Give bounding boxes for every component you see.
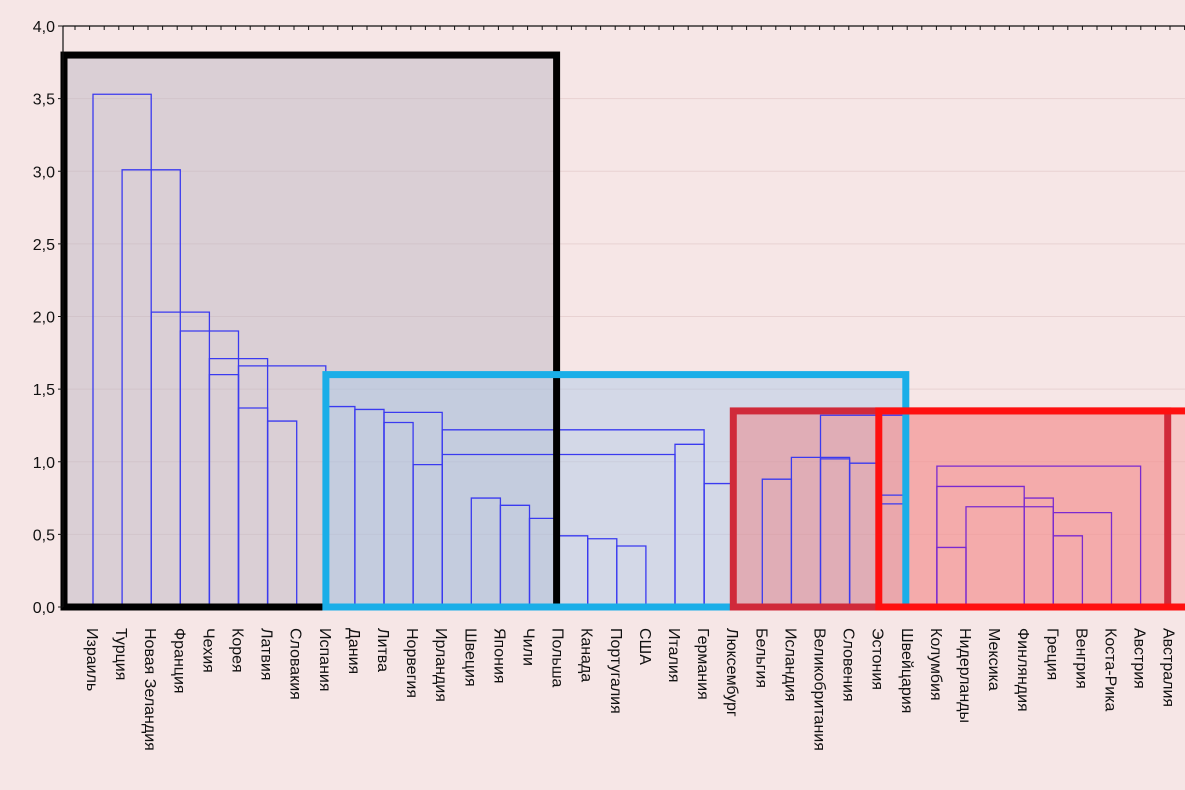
y-tick-labels: 0,0 0,5 1,0 1,5 2,0 2,5 3,0 3,5 4,0	[33, 19, 55, 617]
leaf-label: Эстония	[869, 628, 886, 690]
leaf-label: США	[636, 628, 653, 665]
y-tick-label: 3,0	[33, 164, 55, 181]
leaf-label: Новая Зеландия	[141, 628, 158, 751]
leaf-label: Австралия	[1160, 628, 1177, 707]
leaf-label: Исландия	[781, 628, 798, 702]
leaf-label: Австрия	[1131, 628, 1148, 689]
leaf-label: Венгрия	[1072, 628, 1089, 689]
leaf-label: Норвегия	[403, 628, 420, 698]
leaf-labels: Израиль Турция Новая Зеландия Франция Чехия К…	[83, 628, 1177, 751]
leaf-label: Латвия	[258, 628, 275, 680]
leaf-label: Бельгия	[752, 628, 769, 688]
y-tick-label: 0,5	[33, 527, 55, 544]
leaf-label: Греция	[1043, 628, 1060, 680]
y-tick-label: 4,0	[33, 19, 55, 36]
cluster-box-fill	[878, 410, 1185, 607]
leaf-label: Ирландия	[432, 628, 449, 702]
leaf-label: Дания	[345, 628, 362, 674]
y-tick-label: 3,5	[33, 92, 55, 109]
axis-group	[58, 25, 1185, 608]
leaf-label: Польша	[549, 628, 566, 688]
leaf-label: Португалия	[607, 628, 624, 714]
leaf-label: Словения	[840, 628, 857, 702]
leaf-label: Швейцария	[898, 628, 915, 713]
leaf-label: Чили	[520, 628, 537, 666]
cluster-box-borders	[60, 51, 1185, 611]
leaf-label: Люксембург	[723, 628, 740, 717]
leaf-label: Швеция	[461, 628, 478, 687]
leaf-label: Корея	[229, 628, 246, 673]
leaf-label: Испания	[316, 628, 333, 692]
leaf-label: Франция	[170, 628, 187, 694]
grid-lines	[63, 25, 1185, 535]
dendrogram-link	[936, 465, 1142, 607]
leaf-label: Чехия	[199, 628, 216, 673]
leaf-label: Япония	[490, 628, 507, 684]
cluster-box-border	[322, 371, 910, 611]
leaf-label: Мексика	[985, 628, 1002, 691]
y-tick-label: 1,0	[33, 455, 55, 472]
y-tick-label: 2,0	[33, 310, 55, 327]
leaf-label: Италия	[665, 628, 682, 682]
leaf-label: Словакия	[287, 628, 304, 700]
leaf-label: Канада	[578, 628, 595, 682]
dendrogram-link	[92, 93, 152, 607]
leaf-label: Колумбия	[927, 628, 944, 701]
leaf-label: Турция	[112, 628, 129, 680]
cluster-box-border	[875, 407, 1185, 611]
dendrogram-link	[470, 497, 502, 607]
y-tick-label: 2,5	[33, 237, 55, 254]
cluster-box-fill	[733, 410, 1168, 607]
cluster-box-border	[60, 51, 561, 611]
cluster-box-fills	[64, 55, 1185, 608]
leaf-label: Коста-Рика	[1102, 628, 1119, 712]
y-tick-label: 1,5	[33, 382, 55, 399]
leaf-label: Германия	[694, 628, 711, 700]
leaf-label: Финляндия	[1014, 628, 1031, 712]
leaf-label: Литва	[374, 628, 391, 672]
leaf-label: Израиль	[83, 628, 100, 691]
y-tick-label: 0,0	[33, 600, 55, 617]
cluster-box-fill	[64, 55, 557, 608]
leaf-label: Нидерланды	[956, 628, 973, 723]
leaf-label: Великобритания	[811, 628, 828, 751]
